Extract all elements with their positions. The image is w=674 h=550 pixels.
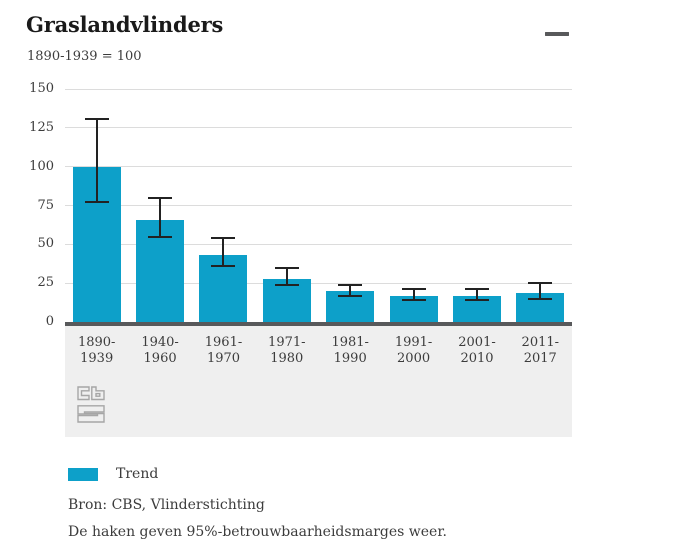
gridline	[65, 282, 572, 284]
error-bar-cap	[464, 288, 489, 291]
x-axis-tick-label: 1971- 1980	[268, 335, 306, 366]
y-axis-tick-label: 50	[37, 236, 54, 252]
y-axis-tick-label: 75	[37, 197, 54, 213]
error-bar-line	[95, 118, 98, 203]
chart-subtitle: 1890-1939 = 100	[27, 49, 142, 64]
cbs-logo	[77, 386, 105, 423]
error-bar-cap	[211, 237, 236, 240]
error-bar-cap	[464, 299, 489, 302]
error-bar-line	[539, 283, 542, 299]
hamburger-menu-button[interactable]	[543, 20, 571, 44]
error-bar-cap	[211, 265, 236, 268]
confidence-note: De haken geven 95%-betrouwbaarheidsmarge…	[68, 524, 447, 540]
error-bar-cap	[338, 294, 363, 297]
cbs-logo-b-hole	[95, 392, 101, 397]
error-bar-cap	[401, 288, 426, 291]
error-bar-line	[349, 284, 352, 296]
y-axis-tick-label: 25	[37, 275, 54, 291]
error-bar-cap	[338, 283, 363, 286]
cbs-logo-s	[77, 405, 105, 423]
x-axis-line	[65, 322, 572, 326]
error-bar-line	[159, 197, 162, 237]
gridline	[65, 88, 572, 90]
error-bar-cap	[528, 297, 553, 300]
y-axis-tick-label: 0	[45, 314, 54, 329]
cbs-logo-c	[77, 386, 90, 401]
error-bar-line	[475, 289, 478, 301]
gridline	[65, 243, 572, 245]
bar-1971-1980[interactable]	[262, 278, 311, 322]
x-axis-tick-label: 1991- 2000	[394, 335, 433, 366]
error-bar-cap	[148, 235, 173, 238]
chart-title: Graslandvlinders	[26, 12, 224, 37]
error-bar-cap	[84, 117, 109, 120]
x-axis-tick-label: 1890- 1939	[77, 335, 116, 366]
source-text: Bron: CBS, Vlinderstichting	[68, 497, 265, 513]
legend-swatch[interactable]	[68, 467, 98, 481]
error-bar-line	[412, 289, 415, 301]
x-axis-tick-label: 2001- 2010	[458, 335, 496, 366]
y-axis-tick-label: 150	[29, 81, 54, 96]
gridline	[65, 166, 572, 168]
hamburger-menu-icon	[545, 32, 569, 36]
x-axis-tick-label: 2011- 2017	[521, 335, 560, 366]
error-bar-line	[285, 267, 288, 285]
gridline	[65, 127, 572, 129]
error-bar-cap	[84, 201, 109, 204]
legend[interactable]: Trend	[68, 466, 158, 482]
legend-label: Trend	[116, 466, 159, 482]
x-axis-panel	[65, 326, 572, 437]
error-bar-cap	[274, 283, 299, 286]
x-axis-tick-label: 1940- 1960	[141, 335, 179, 366]
x-axis-tick-label: 1981- 1990	[331, 335, 369, 366]
error-bar-cap	[528, 282, 553, 285]
gridline	[65, 205, 572, 206]
error-bar-cap	[401, 299, 426, 302]
x-axis-tick-label: 1961- 1970	[204, 335, 243, 366]
y-axis-tick-label: 125	[29, 119, 54, 135]
error-bar-cap	[148, 196, 173, 199]
error-bar-line	[222, 238, 225, 267]
cbs-logo-b	[91, 386, 105, 401]
error-bar-cap	[274, 266, 299, 269]
y-axis-tick-label: 100	[29, 158, 54, 174]
